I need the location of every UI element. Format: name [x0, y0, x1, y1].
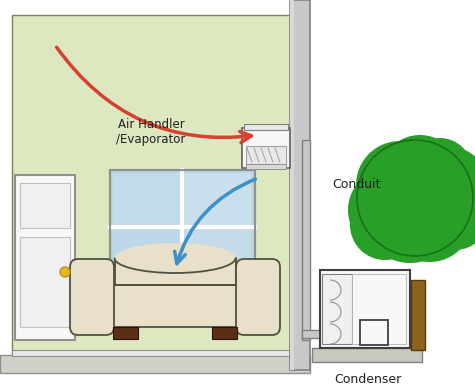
Bar: [290, 0, 310, 370]
Circle shape: [388, 178, 472, 262]
Bar: [0, 355, 310, 373]
Bar: [20, 183, 70, 228]
Circle shape: [356, 141, 444, 229]
Bar: [290, 0, 294, 370]
Bar: [12, 350, 295, 356]
Circle shape: [363, 143, 467, 247]
Bar: [113, 228, 181, 281]
FancyBboxPatch shape: [236, 259, 280, 335]
Circle shape: [380, 135, 460, 215]
Circle shape: [408, 138, 472, 202]
Bar: [113, 327, 138, 339]
Bar: [103, 285, 248, 327]
Circle shape: [60, 267, 70, 277]
Bar: [322, 274, 352, 344]
Bar: [115, 258, 236, 285]
Bar: [302, 330, 377, 338]
Bar: [183, 173, 251, 226]
Bar: [312, 348, 422, 362]
Bar: [246, 164, 286, 169]
Polygon shape: [12, 15, 295, 355]
Circle shape: [412, 147, 475, 223]
Bar: [110, 170, 255, 285]
Bar: [15, 175, 75, 340]
Bar: [302, 140, 310, 340]
Ellipse shape: [114, 243, 236, 273]
Bar: [244, 124, 288, 130]
Text: Conduit: Conduit: [332, 178, 380, 192]
Bar: [320, 270, 410, 348]
Bar: [20, 237, 70, 327]
Bar: [411, 280, 425, 350]
Bar: [360, 320, 388, 345]
Bar: [212, 327, 237, 339]
Text: Air Handler
/Evaporator: Air Handler /Evaporator: [115, 118, 185, 146]
Bar: [246, 146, 286, 164]
Circle shape: [400, 160, 475, 250]
Bar: [110, 170, 255, 285]
Bar: [352, 274, 406, 344]
Circle shape: [348, 168, 432, 252]
Bar: [183, 228, 251, 281]
Circle shape: [350, 190, 420, 260]
FancyBboxPatch shape: [70, 259, 114, 335]
Circle shape: [362, 167, 458, 263]
Bar: [242, 128, 290, 168]
Bar: [113, 173, 181, 226]
Circle shape: [420, 180, 475, 250]
Text: Condenser: Condenser: [334, 373, 402, 386]
